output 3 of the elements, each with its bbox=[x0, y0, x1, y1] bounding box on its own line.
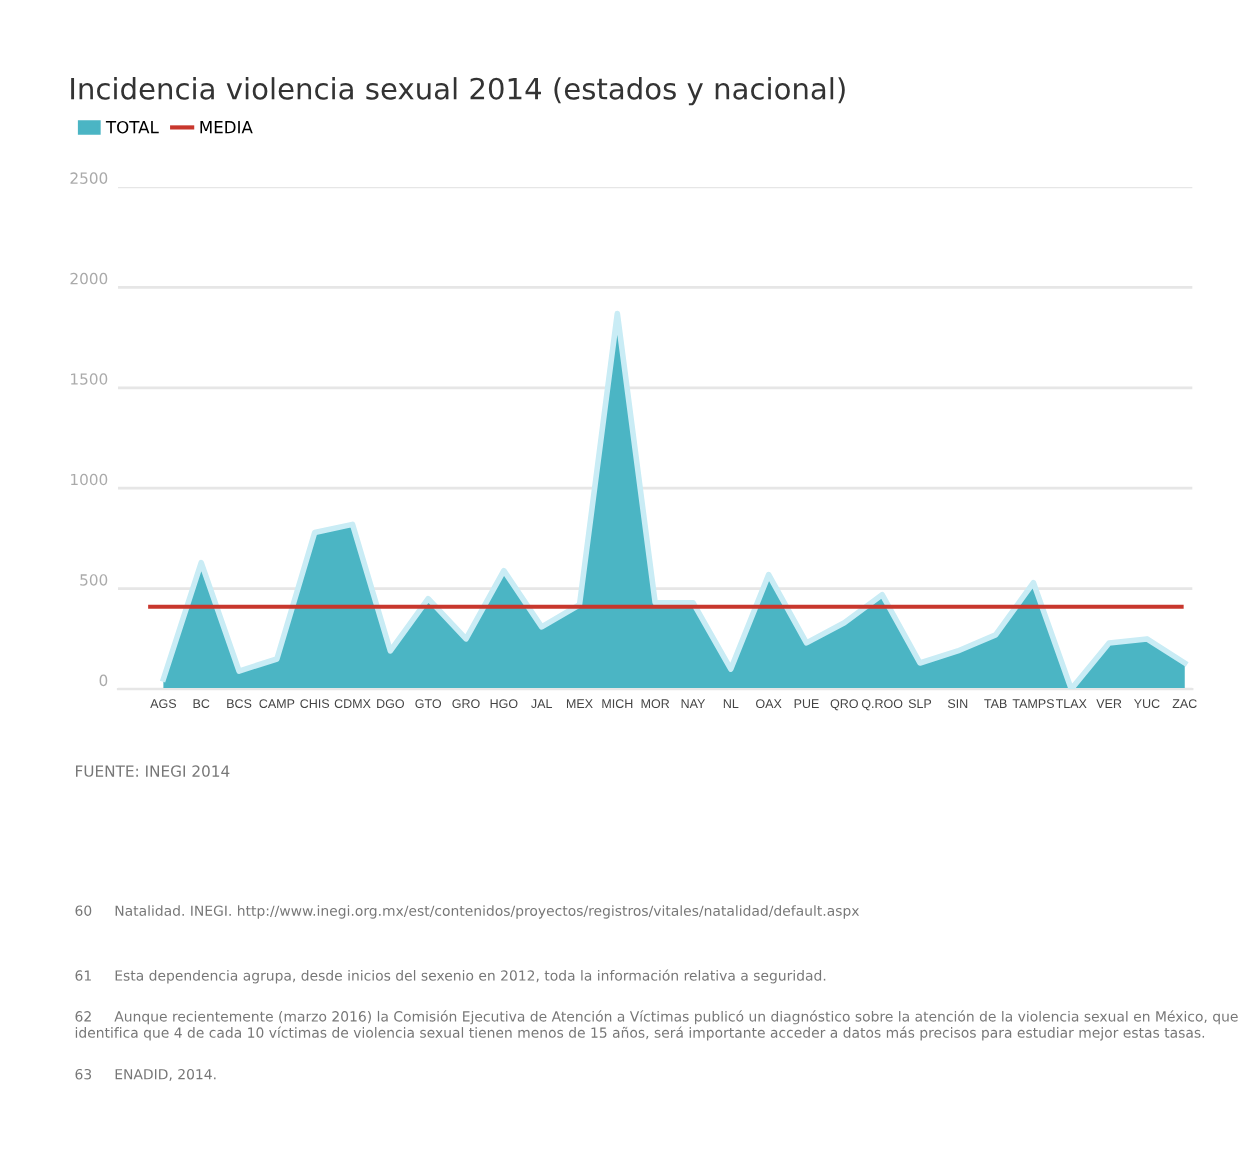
legend-label: TOTAL bbox=[105, 120, 159, 134]
legend-label: MEDIA bbox=[200, 121, 253, 134]
chart-title: Incidencia violencia sexual 2014 (estados y nacional) bbox=[71, 77, 845, 106]
